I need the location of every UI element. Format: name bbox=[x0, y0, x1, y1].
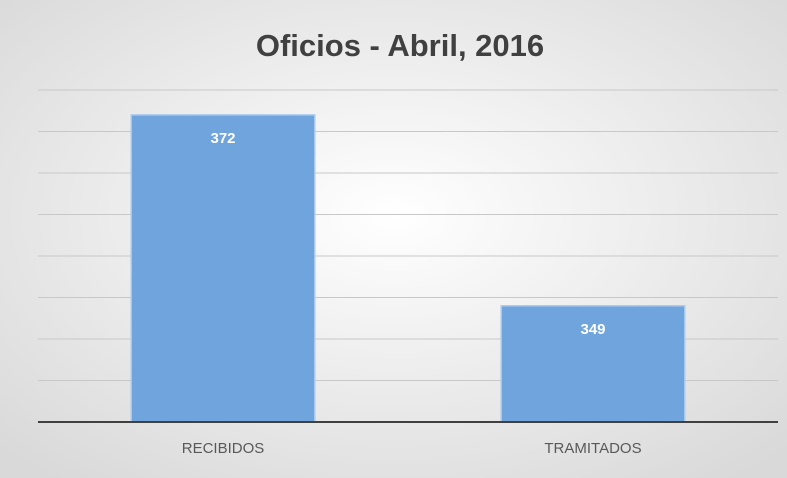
data-label: 349 bbox=[580, 321, 605, 338]
bar bbox=[130, 114, 316, 423]
x-tick-label: RECIBIDOS bbox=[182, 440, 265, 457]
data-label: 372 bbox=[210, 130, 235, 147]
chart-title: Oficios - Abril, 2016 bbox=[256, 28, 544, 63]
bar bbox=[500, 305, 686, 423]
x-tick-label: TRAMITADOS bbox=[544, 440, 641, 457]
